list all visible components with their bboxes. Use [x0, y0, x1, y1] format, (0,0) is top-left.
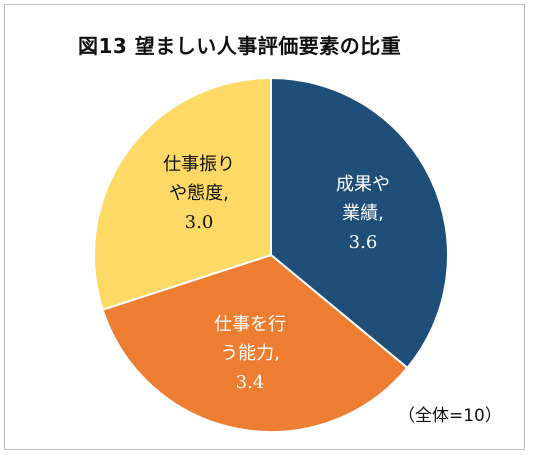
slice-value-label-3: 3.0 — [185, 212, 214, 233]
slice-value-label-2: 3.4 — [236, 372, 265, 393]
slice-label-1-line-1: 成果や — [336, 174, 390, 195]
slice-label-3-line-2: や態度, — [169, 183, 229, 204]
pie-slice-1 — [270, 76, 449, 370]
slice-value-label-1: 3.6 — [349, 232, 378, 253]
chart-title: 図13 望ましい人事評価要素の比重 — [78, 34, 402, 58]
pie-slices — [93, 76, 449, 433]
slice-label-3-line-1: 仕事振り — [163, 154, 235, 175]
slice-label-2-line-1: 仕事を行 — [214, 314, 286, 335]
pie-slice-3 — [93, 76, 272, 311]
pie-slice-2 — [101, 253, 409, 433]
slice-label-1-line-2: 業績, — [342, 203, 384, 224]
slice-label-2-line-2: う能力, — [220, 343, 280, 364]
total-note: （全体=10） — [398, 406, 502, 426]
